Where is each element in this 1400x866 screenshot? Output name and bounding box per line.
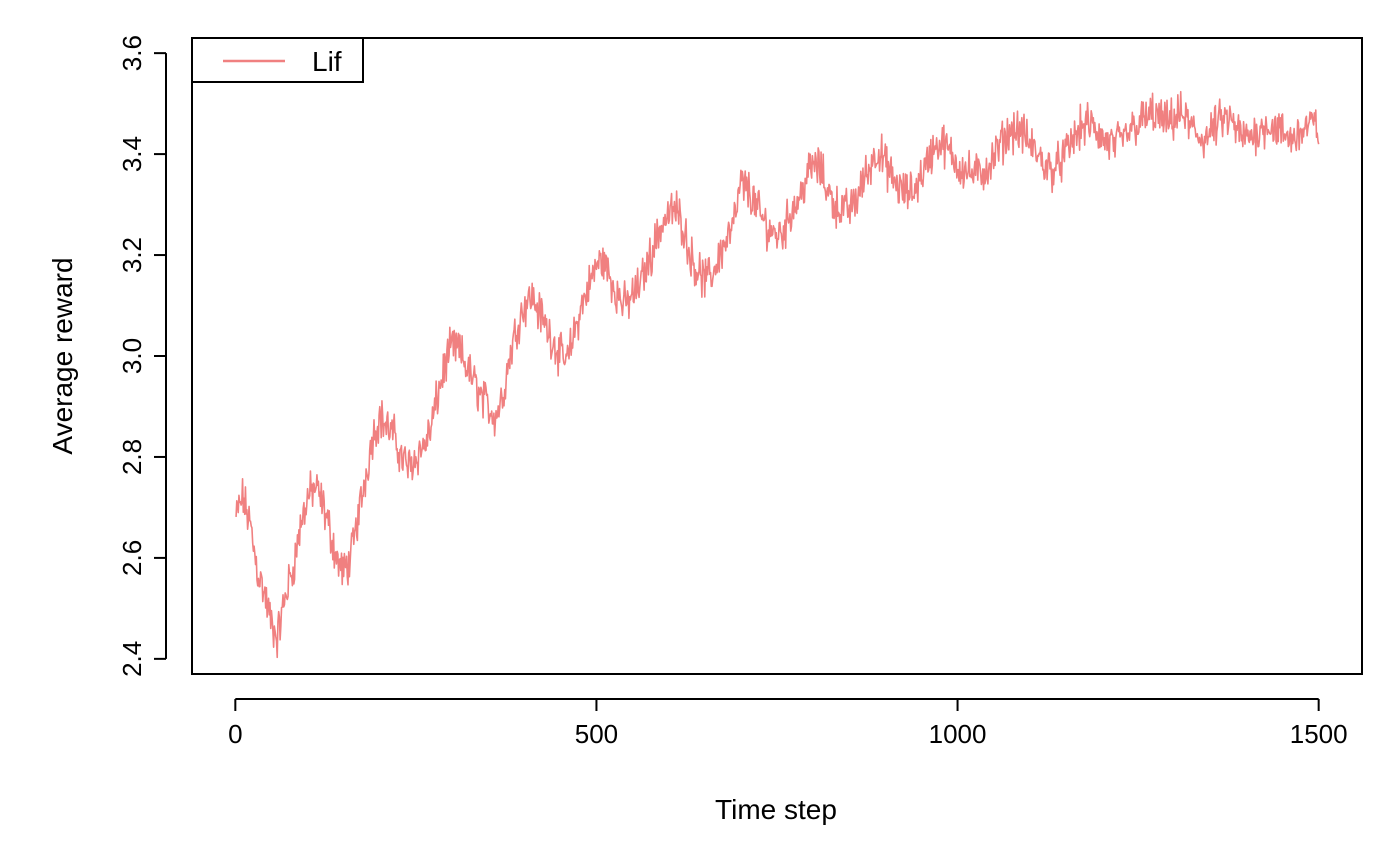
axes-layer: 0 500 1000 1500 2.4 2.6 2.8 3.0 3.2 3.4 3.6 bbox=[117, 35, 1348, 749]
y-axis-title: Average reward bbox=[47, 257, 78, 454]
legend-label-lif: Lif bbox=[312, 46, 342, 77]
y-tick-label: 2.6 bbox=[117, 540, 147, 576]
y-tick-label: 2.8 bbox=[117, 439, 147, 475]
legend: Lif bbox=[191, 37, 364, 83]
y-tick-label: 2.4 bbox=[117, 641, 147, 677]
y-tick-label: 3.6 bbox=[117, 35, 147, 71]
x-tick-label: 1000 bbox=[929, 719, 987, 749]
x-axis-title: Time step bbox=[715, 794, 837, 825]
y-tick-label: 3.4 bbox=[117, 136, 147, 172]
plot-frame bbox=[191, 37, 1363, 675]
x-tick-label: 500 bbox=[575, 719, 618, 749]
x-tick-label: 1500 bbox=[1290, 719, 1348, 749]
series-layer bbox=[235, 90, 1320, 659]
y-tick-label: 3.2 bbox=[117, 237, 147, 273]
x-tick-label: 0 bbox=[228, 719, 242, 749]
y-tick-label: 3.0 bbox=[117, 338, 147, 374]
series-line-lif bbox=[235, 90, 1320, 659]
